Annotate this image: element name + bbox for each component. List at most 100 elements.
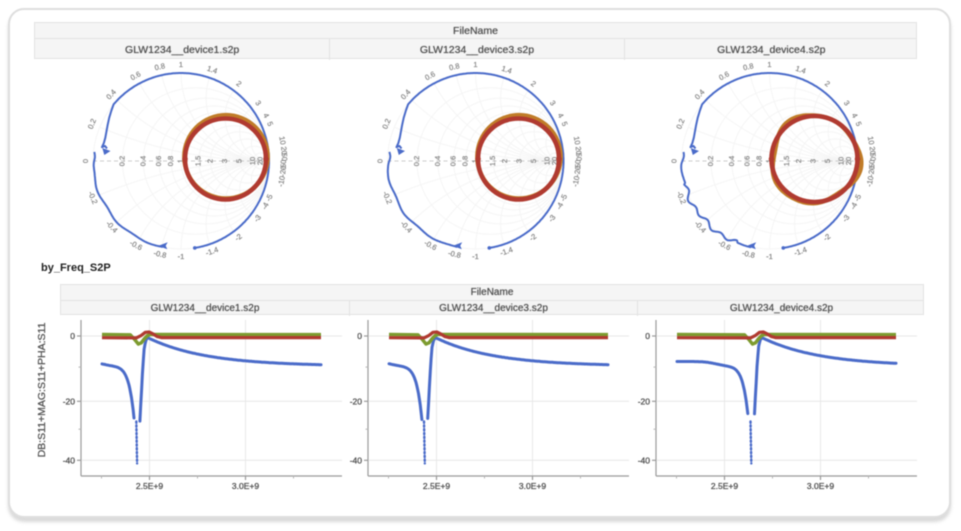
svg-text:-1.4: -1.4 bbox=[499, 245, 514, 258]
svg-text:0.4: 0.4 bbox=[433, 156, 442, 166]
svg-text:0.2: 0.2 bbox=[117, 156, 126, 166]
svg-text:0.6: 0.6 bbox=[742, 156, 751, 166]
svg-text:0: 0 bbox=[357, 331, 362, 341]
svg-text:-2: -2 bbox=[233, 232, 244, 243]
svg-text:10: 10 bbox=[542, 157, 551, 165]
svg-text:50: 50 bbox=[280, 153, 289, 162]
svg-text:-5: -5 bbox=[558, 193, 569, 203]
svg-text:-50: -50 bbox=[279, 159, 288, 170]
svg-text:-0.2: -0.2 bbox=[675, 190, 688, 205]
svg-text:2.5E+9: 2.5E+9 bbox=[711, 481, 738, 491]
svg-text:-4: -4 bbox=[848, 201, 859, 211]
svg-text:0: 0 bbox=[375, 159, 384, 163]
svg-text:0: 0 bbox=[669, 159, 678, 163]
svg-text:20: 20 bbox=[550, 157, 559, 165]
svg-text:5: 5 bbox=[854, 120, 864, 127]
svg-text:3.0E+9: 3.0E+9 bbox=[807, 481, 834, 491]
svg-text:3: 3 bbox=[548, 99, 558, 108]
svg-text:-0.2: -0.2 bbox=[381, 190, 394, 205]
svg-text:-40: -40 bbox=[63, 455, 76, 465]
svg-text:-0.8: -0.8 bbox=[741, 248, 756, 260]
svg-text:1: 1 bbox=[179, 60, 183, 69]
svg-text:50: 50 bbox=[574, 153, 583, 162]
svg-text:0.6: 0.6 bbox=[448, 156, 457, 166]
svg-text:1.4: 1.4 bbox=[500, 64, 513, 76]
svg-text:-20: -20 bbox=[866, 165, 876, 177]
svg-text:-50: -50 bbox=[867, 159, 876, 170]
svg-text:10: 10 bbox=[572, 136, 582, 146]
svg-text:-3: -3 bbox=[252, 213, 263, 224]
svg-text:-20: -20 bbox=[572, 165, 582, 177]
svg-text:5: 5 bbox=[560, 120, 570, 127]
svg-text:0.2: 0.2 bbox=[86, 117, 98, 130]
svg-text:1.5: 1.5 bbox=[782, 156, 791, 166]
svg-text:0.4: 0.4 bbox=[399, 88, 413, 102]
svg-text:-1.4: -1.4 bbox=[204, 245, 219, 258]
svg-text:10: 10 bbox=[248, 157, 257, 165]
svg-text:10: 10 bbox=[277, 136, 287, 146]
svg-text:5: 5 bbox=[823, 159, 832, 163]
svg-text:0.4: 0.4 bbox=[138, 156, 147, 166]
svg-text:-20: -20 bbox=[638, 396, 651, 406]
svg-text:5: 5 bbox=[235, 159, 244, 163]
svg-text:20: 20 bbox=[279, 146, 289, 155]
svg-text:0: 0 bbox=[81, 159, 90, 163]
svg-text:3: 3 bbox=[220, 159, 229, 163]
svg-text:-2: -2 bbox=[821, 232, 832, 243]
svg-text:5: 5 bbox=[265, 120, 275, 127]
svg-text:20: 20 bbox=[844, 157, 853, 165]
svg-text:-1.4: -1.4 bbox=[793, 245, 808, 258]
svg-text:0: 0 bbox=[70, 331, 75, 341]
svg-text:0.8: 0.8 bbox=[154, 61, 166, 72]
svg-text:0.8: 0.8 bbox=[755, 156, 764, 166]
svg-text:2: 2 bbox=[500, 159, 509, 163]
svg-text:3: 3 bbox=[514, 159, 523, 163]
svg-text:0.2: 0.2 bbox=[412, 156, 421, 166]
svg-text:0.8: 0.8 bbox=[742, 61, 754, 72]
svg-text:1: 1 bbox=[176, 159, 185, 163]
svg-text:-5: -5 bbox=[264, 193, 275, 203]
svg-text:4: 4 bbox=[556, 112, 566, 120]
svg-text:0.2: 0.2 bbox=[674, 117, 686, 130]
svg-text:0.8: 0.8 bbox=[448, 61, 460, 72]
svg-text:20: 20 bbox=[256, 157, 265, 165]
svg-text:-1: -1 bbox=[178, 252, 185, 261]
svg-text:-40: -40 bbox=[638, 455, 651, 465]
svg-text:10: 10 bbox=[836, 157, 845, 165]
svg-text:1: 1 bbox=[764, 159, 773, 163]
svg-text:2: 2 bbox=[529, 79, 538, 89]
svg-text:2: 2 bbox=[823, 79, 832, 89]
svg-text:-10: -10 bbox=[571, 175, 582, 187]
svg-text:0.4: 0.4 bbox=[693, 88, 707, 102]
svg-text:-10: -10 bbox=[276, 175, 287, 187]
svg-text:1.4: 1.4 bbox=[206, 64, 219, 76]
svg-text:-3: -3 bbox=[840, 213, 851, 224]
svg-text:3: 3 bbox=[253, 99, 263, 108]
svg-text:0.4: 0.4 bbox=[104, 88, 118, 102]
svg-text:5: 5 bbox=[529, 159, 538, 163]
svg-text:3: 3 bbox=[808, 159, 817, 163]
svg-text:-10: -10 bbox=[865, 175, 876, 187]
svg-text:2.5E+9: 2.5E+9 bbox=[423, 481, 450, 491]
svg-text:-50: -50 bbox=[573, 159, 582, 170]
svg-text:-0.8: -0.8 bbox=[153, 248, 168, 260]
svg-text:-40: -40 bbox=[350, 455, 363, 465]
svg-text:1: 1 bbox=[767, 60, 771, 69]
svg-text:0.4: 0.4 bbox=[727, 156, 736, 166]
svg-text:-0.8: -0.8 bbox=[447, 248, 462, 260]
svg-text:20: 20 bbox=[868, 146, 878, 155]
svg-text:2: 2 bbox=[235, 79, 244, 89]
svg-text:0.6: 0.6 bbox=[154, 156, 163, 166]
svg-text:1.5: 1.5 bbox=[488, 156, 497, 166]
svg-text:-20: -20 bbox=[350, 396, 363, 406]
svg-text:4: 4 bbox=[850, 112, 860, 120]
svg-text:1.5: 1.5 bbox=[194, 156, 203, 166]
svg-text:2: 2 bbox=[205, 159, 214, 163]
svg-text:0.6: 0.6 bbox=[129, 69, 142, 82]
svg-text:0: 0 bbox=[645, 331, 650, 341]
svg-text:0.6: 0.6 bbox=[423, 69, 436, 82]
svg-text:-4: -4 bbox=[554, 201, 565, 211]
svg-text:4: 4 bbox=[261, 112, 271, 120]
svg-text:0.8: 0.8 bbox=[166, 156, 175, 166]
svg-text:1.4: 1.4 bbox=[794, 64, 807, 76]
